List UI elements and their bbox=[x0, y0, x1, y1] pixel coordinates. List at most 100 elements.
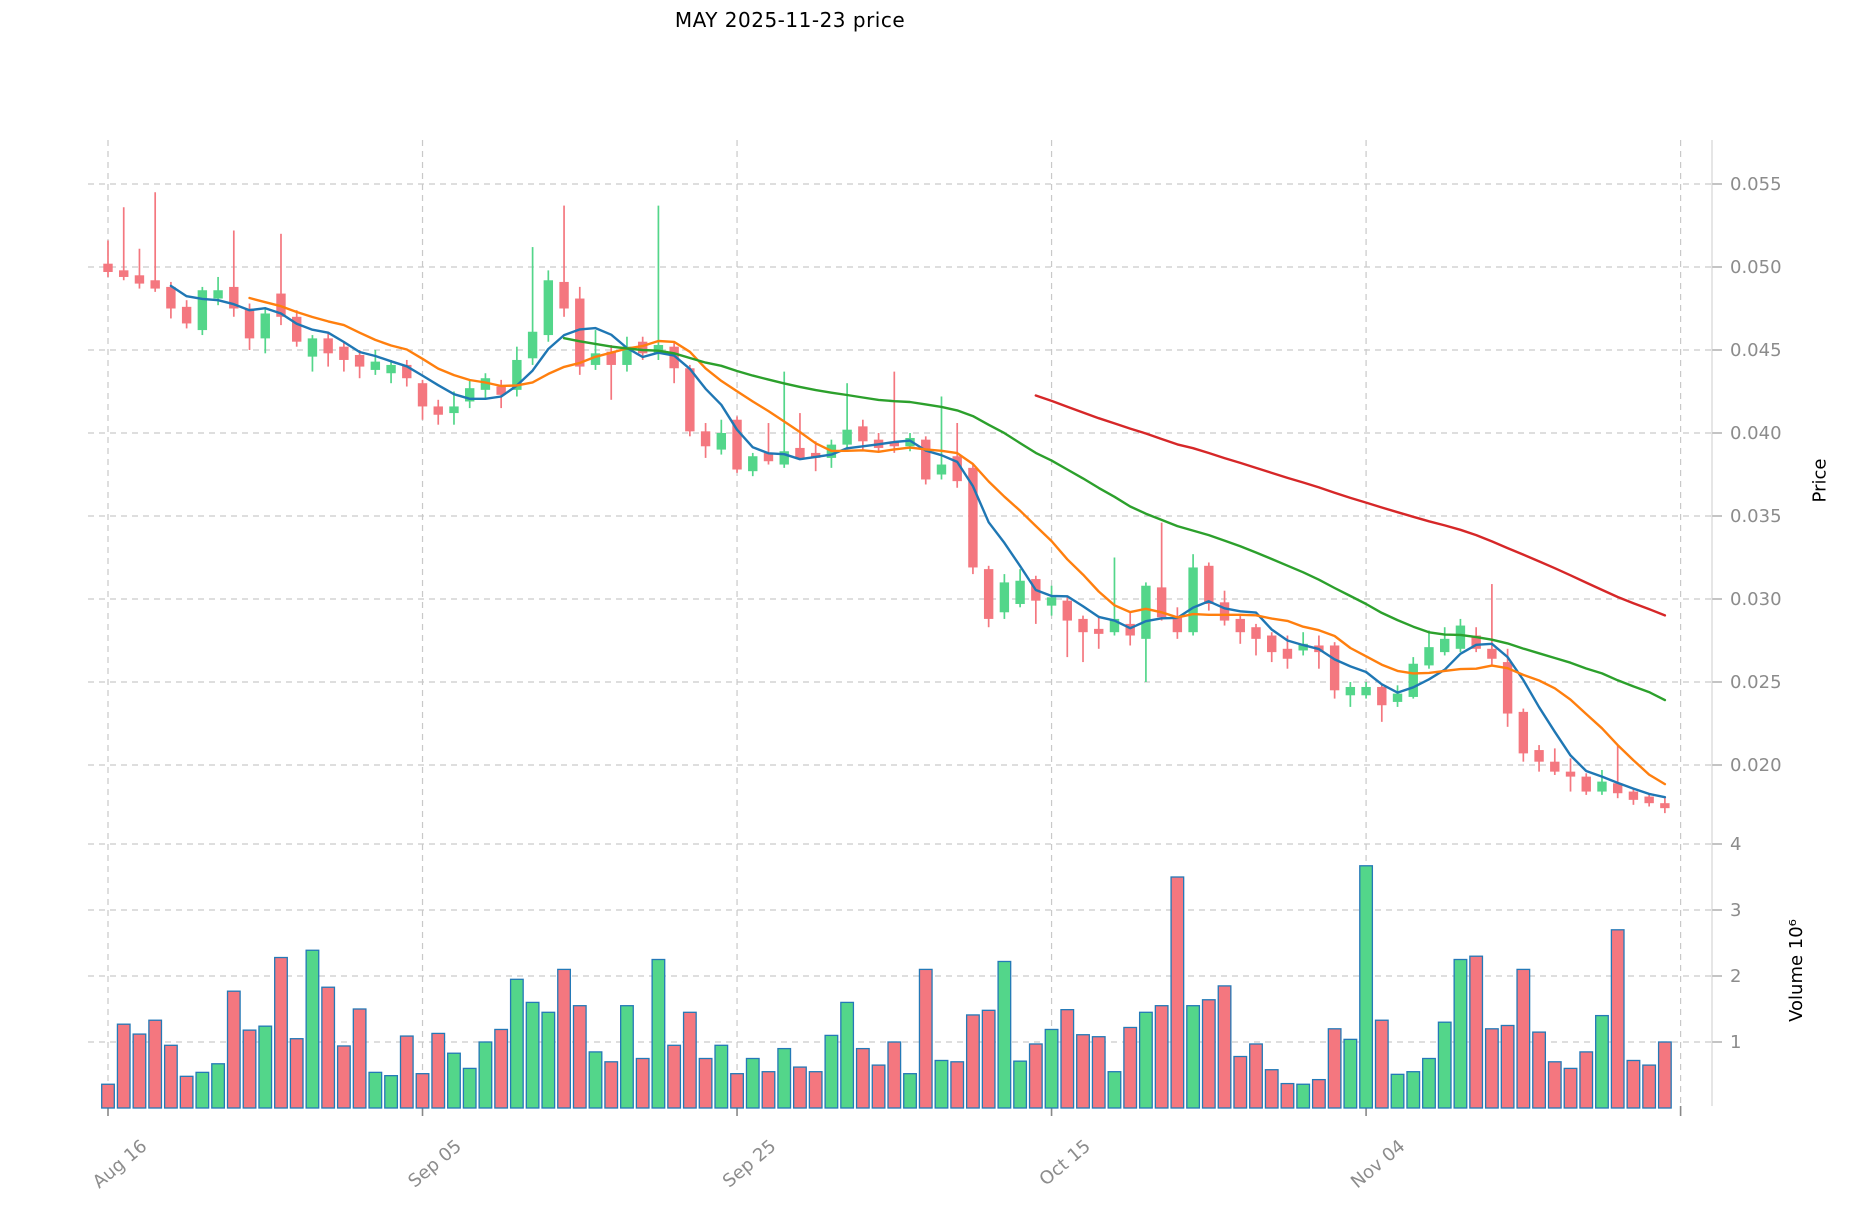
volume-bar bbox=[1138, 1011, 1153, 1109]
price-tick-label: 0.035 bbox=[1730, 506, 1782, 527]
candle-body bbox=[292, 316, 302, 342]
candle-body bbox=[1550, 761, 1560, 772]
candle-body bbox=[575, 298, 585, 367]
volume-bar bbox=[1170, 876, 1185, 1109]
candle-body bbox=[936, 464, 947, 475]
candle-body bbox=[1125, 623, 1135, 636]
x-tick-label: Aug 16 bbox=[89, 1136, 151, 1193]
volume-bar bbox=[1437, 1021, 1452, 1109]
volume-bar bbox=[997, 960, 1012, 1109]
volume-bar bbox=[887, 1041, 902, 1109]
volume-bar bbox=[525, 1001, 540, 1109]
candle-body bbox=[386, 364, 396, 374]
x-tick-label: Sep 25 bbox=[719, 1136, 780, 1192]
candle-body bbox=[1329, 645, 1340, 691]
volume-bar bbox=[1516, 968, 1531, 1109]
volume-bar bbox=[1091, 1036, 1106, 1109]
candle-body bbox=[527, 331, 538, 359]
candle-body bbox=[1612, 783, 1623, 794]
candle-body bbox=[480, 378, 491, 390]
volume-bar bbox=[321, 986, 336, 1109]
volume-bar bbox=[336, 1045, 351, 1109]
volume-bar bbox=[1532, 1031, 1547, 1109]
volume-bar bbox=[352, 1008, 367, 1109]
candle-body bbox=[1046, 597, 1057, 606]
volume-bar bbox=[620, 1005, 634, 1109]
candle-body bbox=[999, 582, 1010, 613]
candle-body bbox=[464, 388, 475, 402]
candle-body bbox=[543, 280, 554, 336]
volume-bar bbox=[1406, 1071, 1421, 1109]
volume-bar bbox=[148, 1019, 163, 1109]
volume-bar bbox=[1469, 955, 1484, 1109]
volume-bar bbox=[604, 1061, 619, 1109]
candle-body bbox=[622, 346, 632, 365]
candle-body bbox=[1487, 648, 1497, 659]
candle-body bbox=[244, 308, 255, 339]
volume-bar bbox=[1343, 1038, 1358, 1109]
volume-bar bbox=[698, 1057, 713, 1109]
candle-body bbox=[1424, 647, 1434, 666]
candle-body bbox=[1219, 602, 1230, 621]
volume-bar bbox=[1249, 1043, 1263, 1109]
candle-body bbox=[1377, 686, 1387, 706]
volume-bar bbox=[934, 1059, 949, 1109]
price-tick-label: 0.050 bbox=[1730, 257, 1782, 278]
candle-body bbox=[1660, 803, 1670, 809]
volume-bar bbox=[274, 956, 288, 1109]
volume-bar bbox=[116, 1023, 131, 1109]
candle-body bbox=[763, 452, 774, 462]
price-tick-label: 0.040 bbox=[1730, 423, 1782, 444]
candle-body bbox=[559, 281, 569, 309]
volume-bar bbox=[1422, 1057, 1436, 1109]
candle-body bbox=[1628, 791, 1639, 800]
candle-body bbox=[166, 286, 176, 309]
candle-body bbox=[1345, 686, 1356, 696]
candle-body bbox=[1062, 600, 1072, 621]
volume-bar bbox=[1374, 1019, 1389, 1109]
candle-body bbox=[370, 361, 381, 370]
volume-bar bbox=[588, 1051, 603, 1109]
volume-bar bbox=[1296, 1083, 1311, 1109]
volume-bar bbox=[1107, 1071, 1122, 1109]
volume-bar bbox=[1453, 958, 1468, 1109]
volume-bar bbox=[258, 1025, 273, 1109]
candle-body bbox=[779, 451, 789, 465]
candle-body bbox=[1094, 628, 1104, 634]
candle-body bbox=[905, 437, 915, 447]
volume-bar bbox=[226, 990, 241, 1109]
volume-bar bbox=[950, 1061, 965, 1109]
candle-body bbox=[1502, 662, 1513, 714]
volume-bar bbox=[1028, 1043, 1043, 1109]
volume-bar bbox=[965, 1014, 980, 1109]
volume-bar bbox=[918, 968, 933, 1109]
ma-line-ma60 bbox=[1034, 394, 1667, 617]
candle-body bbox=[968, 467, 978, 568]
candle-body bbox=[1109, 618, 1120, 633]
candle-body bbox=[810, 452, 821, 458]
volume-bar bbox=[1610, 929, 1625, 1109]
candle-body bbox=[952, 456, 962, 482]
volume-tick-label: 1 bbox=[1730, 1032, 1741, 1053]
ma-line-ma5 bbox=[169, 284, 1667, 799]
price-axis-label: Price bbox=[1809, 458, 1831, 503]
candle-body bbox=[119, 270, 129, 277]
volume-bar bbox=[730, 1073, 744, 1109]
volume-bar bbox=[1217, 985, 1232, 1109]
candle-body bbox=[1172, 617, 1183, 633]
x-tick-label: Sep 05 bbox=[404, 1136, 465, 1192]
volume-bar bbox=[478, 1041, 493, 1109]
ma-line-ma30 bbox=[562, 337, 1667, 702]
volume-bar bbox=[651, 958, 666, 1109]
volume-bar bbox=[808, 1071, 823, 1109]
candle-body bbox=[433, 406, 443, 415]
volume-bar bbox=[1044, 1028, 1059, 1109]
candle-body bbox=[496, 386, 506, 395]
volume-bar bbox=[1595, 1014, 1609, 1109]
volume-bar bbox=[1154, 1005, 1169, 1109]
volume-bar bbox=[1547, 1061, 1562, 1109]
candle-body bbox=[354, 354, 365, 367]
volume-tick-label: 4 bbox=[1730, 834, 1741, 855]
chart-title: MAY 2025-11-23 price bbox=[674, 8, 906, 32]
